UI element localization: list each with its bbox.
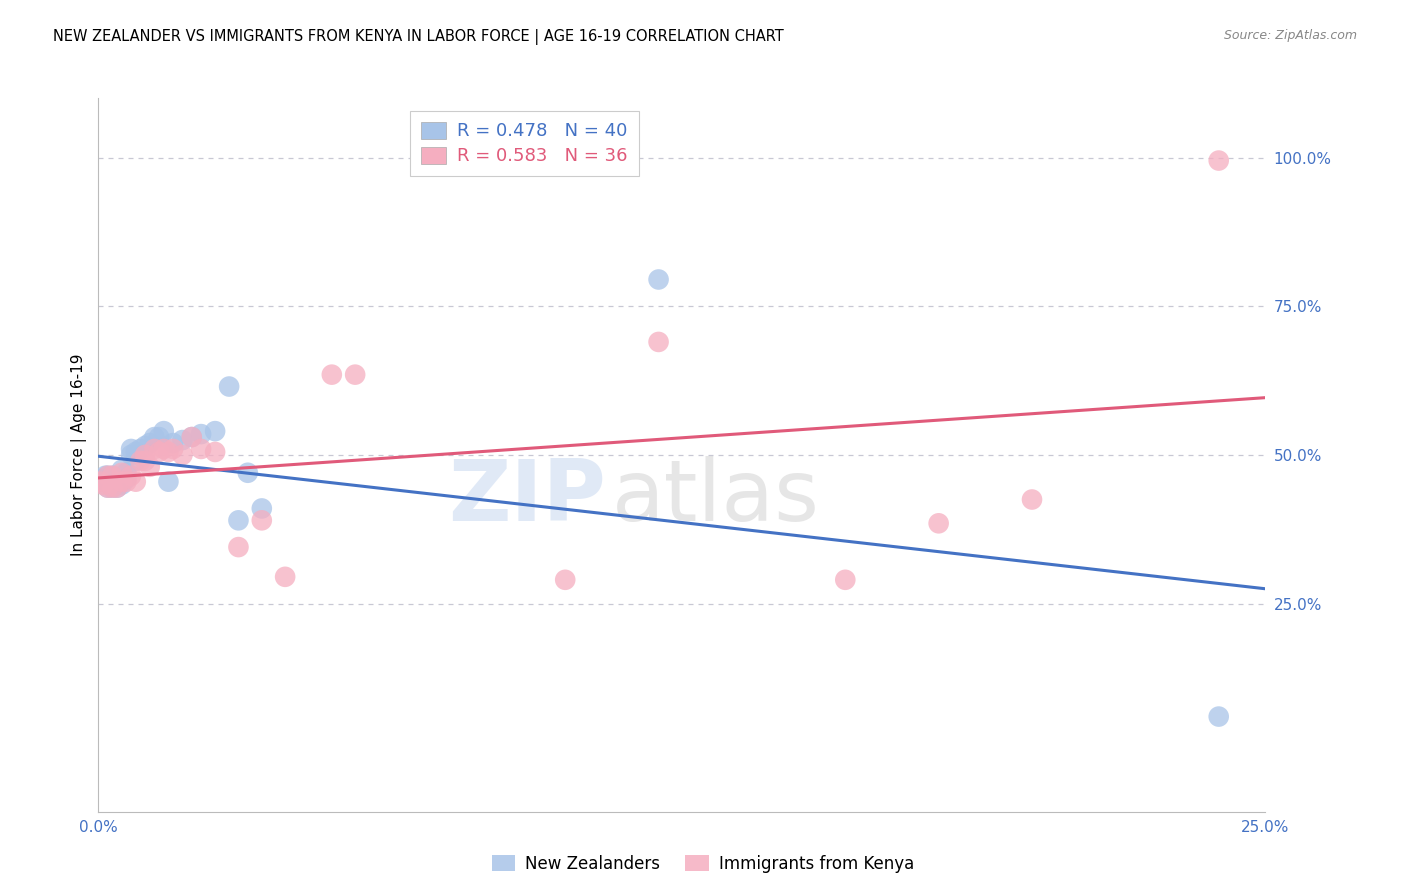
Point [134, 439, 156, 453]
Point [97, 481, 120, 495]
Point [115, 472, 138, 486]
Point [228, 540, 250, 554]
Point [218, 379, 240, 393]
Point [172, 433, 194, 447]
Point [101, 468, 124, 483]
Point [97, 468, 120, 483]
Point [157, 475, 180, 489]
Point [115, 475, 138, 489]
Legend: R = 0.478   N = 40, R = 0.583   N = 36: R = 0.478 N = 40, R = 0.583 N = 36 [411, 111, 638, 177]
Point [120, 442, 142, 456]
Point [111, 477, 134, 491]
Point [554, 573, 576, 587]
Point [250, 501, 273, 516]
Point [834, 573, 856, 587]
Point [90, 475, 112, 489]
Point [94, 468, 117, 483]
Text: NEW ZEALANDER VS IMMIGRANTS FROM KENYA IN LABOR FORCE | AGE 16-19 CORRELATION CH: NEW ZEALANDER VS IMMIGRANTS FROM KENYA I… [53, 29, 785, 45]
Point [148, 445, 170, 459]
Point [148, 430, 170, 444]
Point [120, 468, 142, 483]
Point [139, 459, 162, 474]
Point [204, 424, 226, 438]
Point [101, 475, 124, 489]
Point [139, 436, 162, 450]
Point [97, 468, 120, 483]
Point [236, 466, 259, 480]
Point [90, 475, 112, 489]
Point [143, 430, 166, 444]
Point [1208, 153, 1230, 168]
Text: ZIP: ZIP [449, 456, 606, 540]
Point [115, 466, 138, 480]
Point [162, 436, 184, 450]
Point [250, 513, 273, 527]
Point [1208, 709, 1230, 723]
Point [111, 463, 134, 477]
Point [120, 448, 142, 462]
Point [344, 368, 367, 382]
Point [204, 445, 226, 459]
Legend: New Zealanders, Immigrants from Kenya: New Zealanders, Immigrants from Kenya [485, 848, 921, 880]
Point [101, 481, 124, 495]
Point [125, 475, 148, 489]
Point [129, 454, 152, 468]
Point [97, 481, 120, 495]
Point [125, 445, 148, 459]
Point [143, 442, 166, 456]
Point [152, 442, 174, 456]
Point [129, 442, 152, 456]
Point [125, 454, 148, 468]
Point [647, 334, 669, 349]
Point [190, 427, 212, 442]
Point [928, 516, 950, 531]
Point [1021, 492, 1043, 507]
Point [101, 468, 124, 483]
Point [91, 477, 114, 491]
Point [101, 481, 124, 495]
Text: atlas: atlas [612, 456, 820, 540]
Point [111, 475, 134, 489]
Point [180, 430, 202, 444]
Point [172, 448, 194, 462]
Point [228, 513, 250, 527]
Point [105, 475, 128, 489]
Point [111, 466, 134, 480]
Point [180, 430, 202, 444]
Point [157, 445, 180, 459]
Point [162, 442, 184, 456]
Point [190, 442, 212, 456]
Text: Source: ZipAtlas.com: Source: ZipAtlas.com [1223, 29, 1357, 42]
Point [97, 475, 120, 489]
Point [105, 472, 128, 486]
Point [321, 368, 343, 382]
Point [91, 472, 114, 486]
Point [134, 454, 156, 468]
Point [111, 475, 134, 489]
Point [97, 472, 120, 486]
Point [105, 481, 128, 495]
Point [134, 448, 156, 462]
Point [105, 481, 128, 495]
Point [647, 272, 669, 286]
Point [274, 570, 297, 584]
Point [152, 424, 174, 438]
Y-axis label: In Labor Force | Age 16-19: In Labor Force | Age 16-19 [72, 353, 87, 557]
